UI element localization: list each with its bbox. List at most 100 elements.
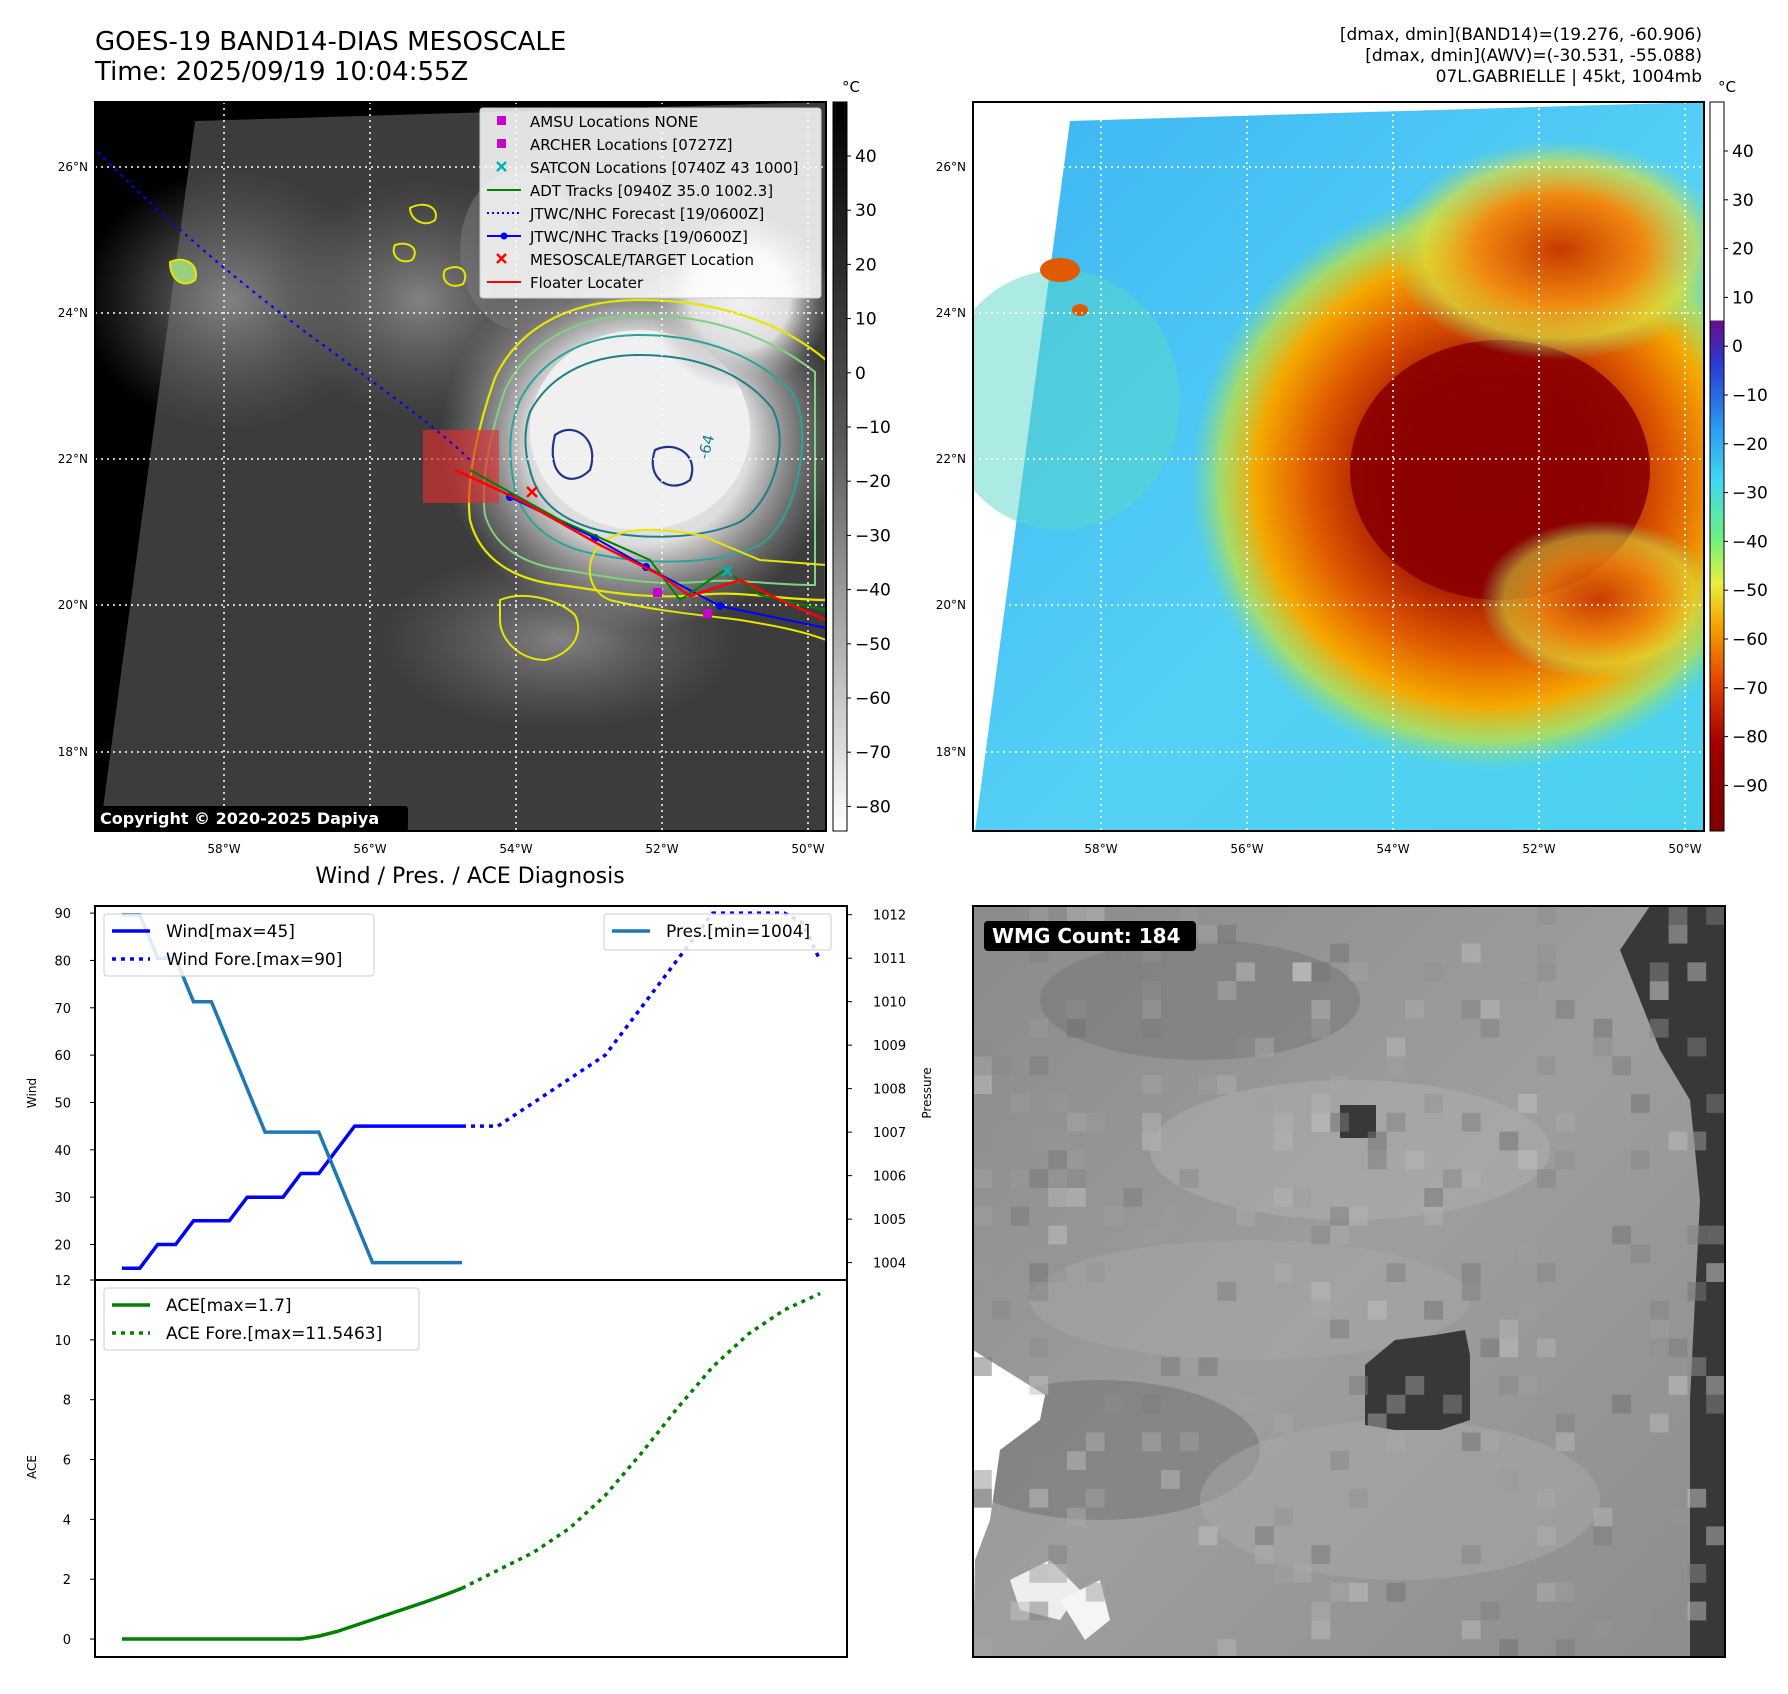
pressure-tick-label: 1012 — [873, 909, 906, 924]
ir-colorbar-ticks: 40 30 20 10 0 −10 −20 −30 −40 −50 −60 −70 −80 — [847, 147, 891, 817]
colorbar-tick-label: −40 — [1732, 532, 1768, 552]
colorbar-tick-label: −80 — [855, 797, 891, 817]
colorbar-tick-label: −70 — [855, 743, 891, 763]
pressure-tick-label: 1011 — [873, 952, 906, 967]
lat-tick-label: 20°N — [58, 598, 88, 612]
lat-tick-label: 26°N — [58, 160, 88, 174]
legend-label: JTWC/NHC Tracks [19/0600Z] — [529, 228, 748, 246]
colorbar-tick-label: −50 — [855, 635, 891, 655]
wind-forecast-legend-label: Wind Fore.[max=90] — [166, 950, 342, 970]
awv-map-panel: °C 40 30 20 10 0 −10 −20 −30 −40 −50 −60 −70 −80 −90 — [972, 78, 1768, 832]
adt-track — [469, 469, 826, 611]
lon-tick-label: 54°W — [1376, 842, 1409, 856]
colorbar-tick-label: 10 — [1732, 288, 1754, 308]
legend-entry: AMSU Locations NONE — [497, 113, 698, 131]
ace-forecast-legend-label: ACE Fore.[max=11.5463] — [166, 1324, 382, 1344]
pressure-ticks: 1004 1005 1006 1007 1008 1009 1010 1011 1012 — [847, 909, 906, 1272]
pressure-tick-label: 1009 — [873, 1039, 906, 1054]
ace-ticks: 0 2 4 6 8 10 12 — [54, 1274, 95, 1648]
figure-time: Time: 2025/09/19 10:04:55Z — [94, 57, 468, 87]
legend-entry: JTWC/NHC Forecast [19/0600Z] — [487, 205, 764, 223]
pressure-tick-label: 1004 — [873, 1257, 906, 1272]
wmg-count-label: WMG Count: 184 — [992, 924, 1181, 948]
storm-info: 07L.GABRIELLE | 45kt, 1004mb — [1436, 67, 1702, 87]
colorbar-tick-label: 30 — [855, 201, 877, 221]
stats-band14: [dmax, dmin](BAND14)=(19.276, -60.906) — [1340, 25, 1702, 45]
wind-legend: Wind[max=45] Wind Fore.[max=90] — [103, 913, 375, 977]
colorbar-tick-label: 40 — [855, 147, 877, 167]
colorbar-tick-label: −80 — [1732, 728, 1768, 748]
ace-tick-label: 2 — [63, 1573, 71, 1588]
ace-tick-label: 0 — [63, 1633, 71, 1648]
ace-series — [121, 1291, 821, 1641]
legend-entry: ADT Tracks [0940Z 35.0 1002.3] — [487, 182, 773, 200]
legend-entry: MESOSCALE/TARGET Location — [496, 251, 754, 269]
lat-tick-label: 18°N — [936, 745, 966, 759]
pressure-tick-label: 1005 — [873, 1213, 906, 1228]
archer-marker — [653, 588, 662, 597]
lat-tick-label: 22°N — [58, 452, 88, 466]
colorbar-tick-label: 30 — [1732, 191, 1754, 211]
ir-colorbar-unit: °C — [842, 78, 860, 96]
pressure-tick-label: 1010 — [873, 996, 906, 1011]
wind-ticks: 20 30 40 50 60 70 80 90 — [54, 907, 95, 1253]
legend-label: Floater Locater — [530, 274, 644, 292]
wind-tick-label: 70 — [54, 1002, 71, 1017]
awv-colorbar-unit: °C — [1718, 78, 1736, 96]
colorbar-tick-label: 20 — [855, 255, 877, 275]
ace-tick-label: 6 — [63, 1454, 71, 1469]
contour-label: -64 — [694, 433, 718, 461]
legend-entry: JTWC/NHC Tracks [19/0600Z] — [487, 228, 748, 246]
lon-tick-label: 58°W — [1084, 842, 1117, 856]
wind-tick-label: 90 — [54, 907, 71, 922]
colorbar-tick-label: −40 — [855, 581, 891, 601]
colorbar-tick-label: −20 — [1732, 435, 1768, 455]
map-tick-labels: 26°N 26°N 24°N 24°N 22°N 22°N 20°N 20°N 18°N 18°N… — [58, 160, 1702, 856]
floater-box — [423, 430, 499, 503]
legend-label: AMSU Locations NONE — [530, 113, 698, 131]
awv-gridlines — [973, 102, 1704, 831]
legend-label: MESOSCALE/TARGET Location — [530, 251, 754, 269]
colorbar-tick-label: −10 — [1732, 386, 1768, 406]
wind-tick-label: 20 — [54, 1238, 71, 1253]
lat-tick-label: 20°N — [936, 598, 966, 612]
awv-imagery — [973, 102, 1704, 831]
lat-tick-label: 24°N — [936, 306, 966, 320]
ace-tick-label: 4 — [63, 1513, 71, 1528]
lat-tick-label: 26°N — [936, 160, 966, 174]
ir-legend: AMSU Locations NONE ARCHER Locations [072… — [479, 107, 822, 299]
copyright-label: Copyright © 2020-2025 Dapiya — [100, 809, 379, 828]
legend-label: ADT Tracks [0940Z 35.0 1002.3] — [530, 182, 773, 200]
colorbar-tick-label: −10 — [855, 418, 891, 438]
lat-tick-label: 24°N — [58, 306, 88, 320]
colorbar-tick-label: 10 — [855, 310, 877, 330]
wind-axis-label: Wind — [25, 1078, 39, 1108]
ace-tick-label: 10 — [54, 1334, 71, 1349]
satcon-marker — [721, 565, 733, 577]
series-line — [121, 1124, 462, 1270]
colorbar-tick-label: 40 — [1732, 142, 1754, 162]
wmg-panel: WMG Count: 184 — [972, 905, 1726, 1658]
wind-tick-label: 50 — [54, 1096, 71, 1111]
legend-label: JTWC/NHC Forecast [19/0600Z] — [529, 205, 764, 223]
awv-colorbar-ticks: 40 30 20 10 0 −10 −20 −30 −40 −50 −60 −70 −80 −90 — [1724, 142, 1768, 796]
lon-tick-label: 58°W — [207, 842, 240, 856]
ace-legend: ACE[max=1.7] ACE Fore.[max=11.5463] — [103, 1287, 420, 1351]
legend-label: ARCHER Locations [0727Z] — [530, 136, 733, 154]
lon-tick-label: 54°W — [499, 842, 532, 856]
wind-legend-label: Wind[max=45] — [166, 922, 295, 942]
colorbar-tick-label: −30 — [855, 526, 891, 546]
colorbar-tick-label: −30 — [1732, 484, 1768, 504]
lon-tick-label: 50°W — [1668, 842, 1701, 856]
archer-marker-2 — [703, 609, 712, 618]
pressure-tick-label: 1008 — [873, 1083, 906, 1098]
wind-tick-label: 30 — [54, 1191, 71, 1206]
legend-entry: Floater Locater — [487, 274, 644, 292]
pressure-tick-label: 1006 — [873, 1170, 906, 1185]
colorbar-tick-label: 0 — [855, 364, 866, 384]
ace-legend-label: ACE[max=1.7] — [166, 1296, 292, 1316]
ir-colorbar — [832, 101, 848, 832]
series-line — [461, 1291, 821, 1590]
colorbar-tick-label: −60 — [1732, 630, 1768, 650]
